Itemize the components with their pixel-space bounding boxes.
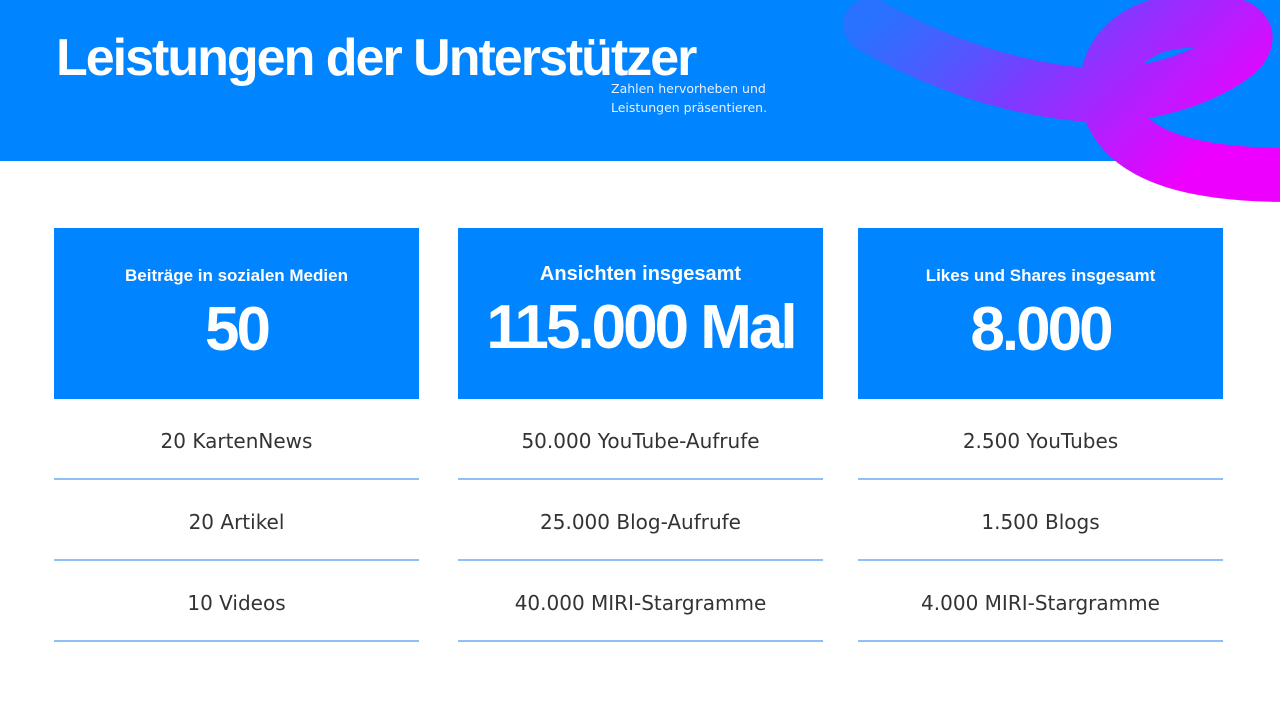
stat-card-label: Ansichten insgesamt (539, 263, 742, 285)
divider (858, 640, 1223, 642)
stat-breakdown-list: 50.000 YouTube-Aufrufe 25.000 Blog-Aufru… (458, 399, 823, 642)
list-item: 20 Artikel (54, 480, 419, 561)
divider (54, 640, 419, 642)
stat-card-label: Beiträge in sozialen Medien (125, 266, 348, 285)
stat-card-value: 8.000 (970, 295, 1113, 364)
divider (858, 478, 1223, 480)
list-item: 40.000 MIRI-Stargramme (458, 561, 823, 642)
divider (54, 559, 419, 561)
list-item: 25.000 Blog-Aufrufe (458, 480, 823, 561)
stat-card-likes-shares: Likes und Shares insgesamt 8.000 2.500 Y… (858, 228, 1223, 642)
list-item-text: 40.000 MIRI-Stargramme (514, 591, 767, 615)
list-item: 4.000 MIRI-Stargramme (858, 561, 1223, 642)
divider (458, 640, 823, 642)
page-subtitle: Zahlen hervorheben und Leistungen präsen… (611, 81, 768, 115)
stat-card-header: Likes und Shares insgesamt 8.000 (858, 228, 1223, 399)
list-item-text: 25.000 Blog-Aufrufe (540, 510, 741, 534)
stat-card-total-views: Ansichten insgesamt 115.000 Mal 50.000 Y… (458, 228, 823, 642)
list-item-text: 2.500 YouTubes (962, 429, 1119, 453)
list-item: 10 Videos (54, 561, 419, 642)
stat-card-social-posts: Beiträge in sozialen Medien 50 20 Karten… (54, 228, 419, 642)
list-item-text: 4.000 MIRI-Stargramme (921, 591, 1160, 615)
list-item-text: 50.000 YouTube-Aufrufe (521, 429, 760, 453)
stat-card-header: Ansichten insgesamt 115.000 Mal (458, 228, 823, 399)
list-item: 50.000 YouTube-Aufrufe (458, 399, 823, 480)
list-item-text: 20 KartenNews (160, 429, 313, 453)
list-item-text: 1.500 Blogs (981, 510, 1100, 534)
stat-card-value: 50 (205, 295, 271, 364)
divider (458, 478, 823, 480)
list-item: 1.500 Blogs (858, 480, 1223, 561)
page-title: Leistungen der Unterstützer (56, 29, 697, 87)
stat-breakdown-list: 20 KartenNews 20 Artikel 10 Videos (54, 399, 419, 642)
divider (54, 478, 419, 480)
stat-card-value: 115.000 Mal (486, 293, 797, 362)
stat-card-label: Likes und Shares insgesamt (925, 266, 1156, 285)
list-item: 20 KartenNews (54, 399, 419, 480)
divider (458, 559, 823, 561)
stat-card-header: Beiträge in sozialen Medien 50 (54, 228, 419, 399)
list-item-text: 10 Videos (187, 591, 286, 615)
list-item-text: 20 Artikel (188, 510, 285, 534)
stat-breakdown-list: 2.500 YouTubes 1.500 Blogs 4.000 MIRI-St… (858, 399, 1223, 642)
list-item: 2.500 YouTubes (858, 399, 1223, 480)
divider (858, 559, 1223, 561)
